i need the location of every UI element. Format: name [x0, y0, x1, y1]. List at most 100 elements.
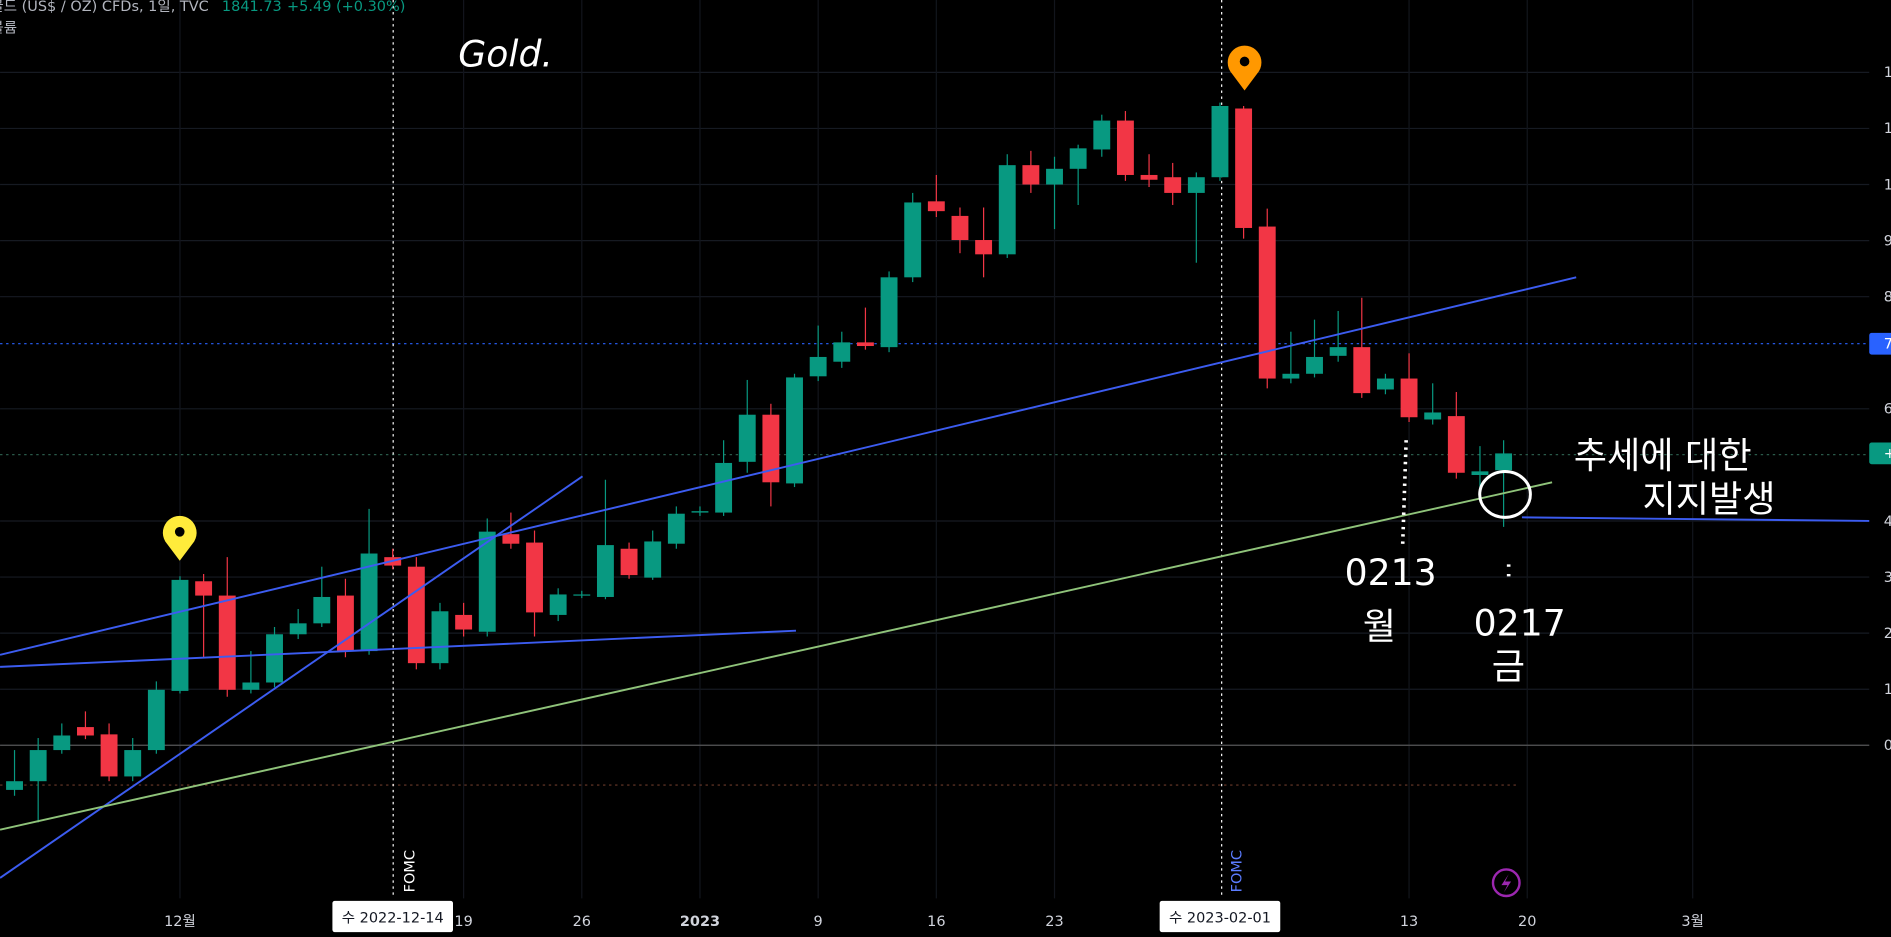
candle-body — [29, 750, 47, 782]
y-tick-label: 3 — [1884, 570, 1891, 586]
candle-body — [1211, 105, 1229, 178]
candle-body — [1282, 373, 1300, 379]
hand-title: Gold. — [458, 32, 553, 75]
y-tick-label: 1 — [1884, 65, 1891, 81]
candle-body — [856, 342, 874, 347]
change: +5.49 (+0.30%) — [287, 0, 405, 15]
y-tick-label: 6 — [1884, 402, 1891, 418]
trendline — [0, 475, 584, 879]
candle-body — [786, 377, 803, 484]
candle-body — [478, 531, 496, 632]
y-tick-label: 1 — [1884, 682, 1891, 698]
candle-body — [738, 414, 756, 462]
candle-body — [266, 634, 283, 683]
candle-body — [975, 240, 993, 255]
x-tick-label: 23 — [1045, 914, 1063, 930]
candle-body — [1353, 347, 1371, 394]
candle-body — [549, 594, 567, 615]
date-tag-label: 수 2023-02-01 — [1169, 910, 1271, 927]
candle-body — [1447, 416, 1465, 473]
candle-body — [53, 735, 71, 751]
candle-body — [904, 202, 922, 278]
candle-body — [667, 513, 685, 544]
candle-body — [407, 566, 425, 664]
hand-day: 금 — [1492, 645, 1525, 688]
x-tick-label: 3월 — [1681, 913, 1704, 930]
candle-body — [596, 545, 614, 597]
candle-body — [1471, 471, 1489, 476]
flash-icon[interactable] — [1491, 868, 1521, 898]
x-tick-label: 9 — [814, 914, 823, 930]
hand-date: 0213 — [1345, 551, 1437, 594]
date-tag — [1159, 900, 1281, 933]
x-tick-label: 16 — [927, 914, 945, 930]
candle-body — [289, 623, 307, 635]
trendline — [0, 481, 1553, 831]
date-tag — [332, 900, 454, 933]
candle-body — [762, 414, 780, 483]
candle-body — [1306, 356, 1323, 374]
candle-body — [1187, 177, 1205, 193]
candle-body — [620, 548, 638, 576]
y-tick-label: 4 — [1884, 514, 1891, 530]
candle-body — [1258, 226, 1276, 379]
trendline — [1521, 516, 1870, 522]
candle-body — [1329, 347, 1347, 356]
y-tick-label: 9 — [1884, 233, 1891, 249]
candle-body — [715, 462, 733, 513]
candle-body — [691, 511, 709, 513]
hand-date: 0217 — [1474, 602, 1566, 645]
trendlines — [0, 276, 1870, 879]
candle-body — [1046, 168, 1063, 185]
x-tick-label: 2023 — [680, 914, 720, 930]
event-label: FOMC — [1230, 850, 1246, 892]
pin-yellow — [162, 515, 197, 561]
x-tick-label: 12월 — [164, 913, 196, 930]
y-tick-label: 2 — [1884, 626, 1891, 642]
candle-body — [313, 596, 331, 624]
x-tick-label: 20 — [1518, 914, 1536, 930]
candle-body — [218, 595, 236, 690]
hand-note: 추세에 대한 — [1574, 434, 1752, 477]
candle-body — [573, 594, 591, 596]
volume-label: 볼륨 — [0, 20, 17, 37]
price-tag-label: 7 — [1884, 337, 1891, 353]
hand-circle — [1478, 470, 1532, 519]
x-tick-label: 13 — [1400, 914, 1418, 930]
y-tick-label: 1 — [1884, 177, 1891, 193]
candle-body — [644, 541, 662, 578]
y-tick-label: 0 — [1884, 738, 1891, 754]
event-label: FOMC — [402, 850, 418, 892]
x-tick-label: 19 — [454, 914, 472, 930]
x-tick-label: 26 — [573, 914, 591, 930]
candle-body — [880, 277, 898, 348]
hand-note: 지지발생 — [1643, 477, 1776, 520]
candle-body — [1164, 177, 1182, 193]
drawings — [0, 0, 1870, 899]
last-tag-label: + — [1884, 446, 1891, 462]
candle-body — [100, 734, 118, 777]
date-tag-label: 수 2022-12-14 — [342, 910, 444, 927]
y-tick-label: 1 — [1884, 121, 1891, 137]
candle-body — [171, 579, 189, 691]
candle-body — [1069, 148, 1087, 169]
candle-body — [1424, 412, 1442, 420]
price-tag — [1869, 332, 1891, 355]
candle-body — [124, 750, 142, 777]
candle-body — [431, 611, 449, 664]
trendline — [0, 276, 1577, 656]
candle-body — [1376, 378, 1394, 390]
candle-body — [195, 581, 213, 596]
candle-body — [147, 689, 165, 751]
candle-body — [1495, 453, 1513, 471]
hand-day: 월 — [1363, 605, 1396, 648]
candle-body — [833, 342, 851, 362]
candle-body — [927, 201, 945, 212]
candle-body — [998, 165, 1016, 255]
candle-body — [1235, 108, 1253, 228]
candle-body — [1116, 120, 1134, 175]
trendline — [0, 629, 797, 668]
candle-body — [76, 727, 94, 736]
